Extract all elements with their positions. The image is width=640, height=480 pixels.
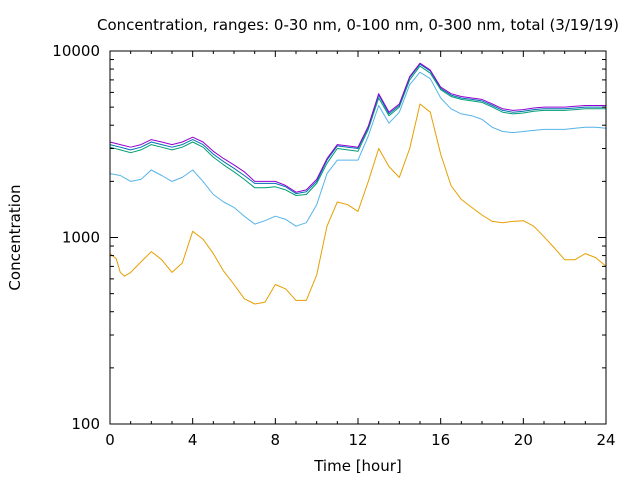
plot-frame: [109, 50, 607, 425]
x-tick-label: 24: [596, 431, 615, 449]
series-line-5: [109, 62, 606, 193]
y-tick-label: 100: [71, 415, 100, 433]
x-tick-label: 16: [431, 431, 450, 449]
y-tick-label: 10000: [52, 42, 100, 60]
series-line-4: [109, 63, 606, 195]
y-tick-label: 1000: [62, 229, 100, 247]
x-tick-label: 12: [348, 431, 367, 449]
series-line-1: [109, 103, 607, 305]
ticks-layer: 0 4 8 12 16 20 24 100 1000 10000: [52, 42, 615, 449]
x-tick-label: 8: [271, 431, 281, 449]
x-tick-label: 4: [188, 431, 198, 449]
x-axis-title: Time [hour]: [313, 457, 402, 475]
chart-title: Concentration, ranges: 0-30 nm, 0-100 nm…: [97, 16, 619, 34]
y-axis-title: Concentration: [6, 184, 24, 290]
series-layer: [109, 62, 607, 305]
x-tick-label: 0: [105, 431, 115, 449]
x-tick-label: 20: [514, 431, 533, 449]
series-line-2: [109, 71, 607, 227]
series-line-3: [109, 65, 606, 196]
